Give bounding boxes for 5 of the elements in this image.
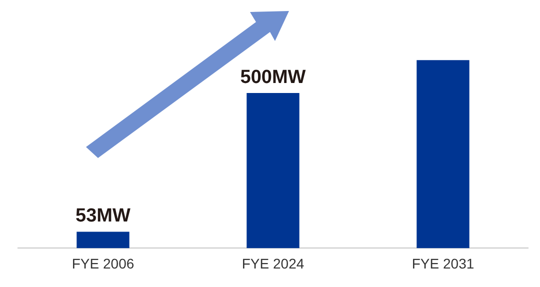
x-tick-label: FYE 2006 (72, 255, 134, 272)
data-label: 53MW (76, 205, 131, 226)
data-label: 500MW (240, 66, 306, 88)
x-tick-label: FYE 2024 (242, 255, 304, 272)
x-tick-label: FYE 2031 (412, 255, 474, 272)
